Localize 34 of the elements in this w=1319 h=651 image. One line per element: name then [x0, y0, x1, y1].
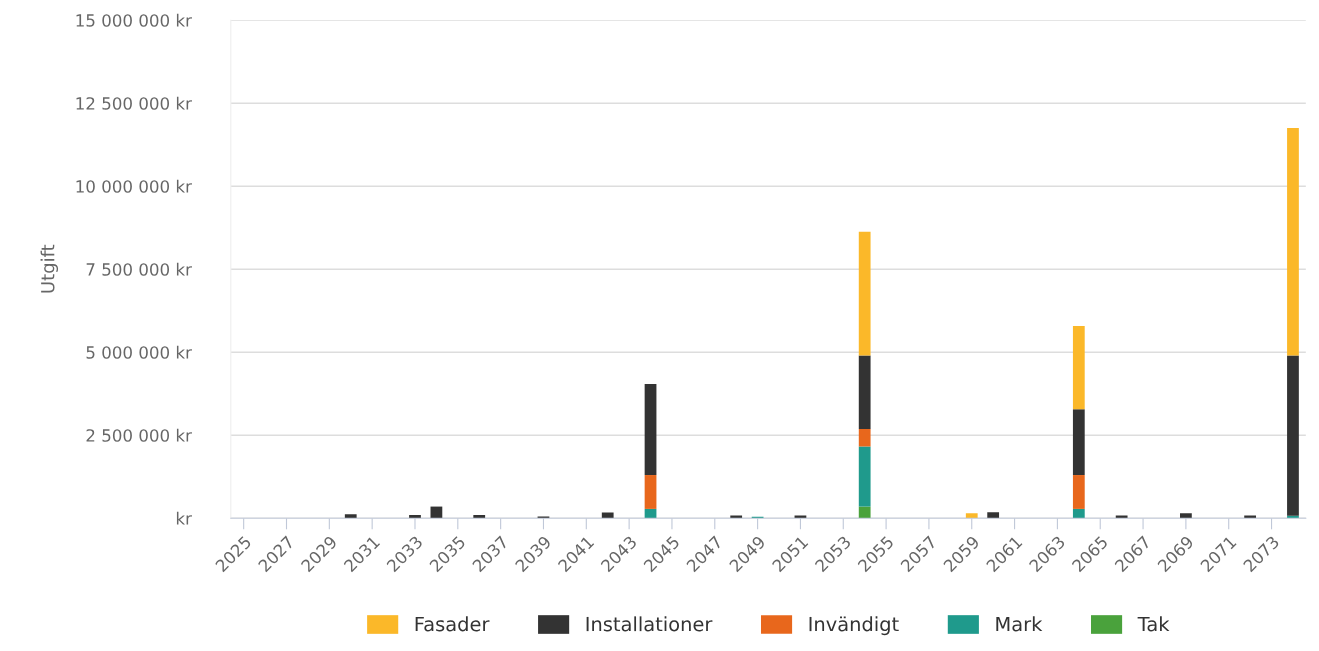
bar	[601, 512, 614, 519]
y-tick-label: 7 500 000 kr	[86, 262, 192, 276]
bar	[858, 231, 871, 356]
legend-label: Installationer	[586, 616, 713, 632]
bar	[644, 384, 657, 476]
bar	[1180, 513, 1192, 519]
y-tick-label: 12 500 000 kr	[76, 96, 192, 110]
legend-label: Mark	[996, 616, 1043, 632]
bar	[965, 513, 978, 519]
legend-label: Tak	[1137, 616, 1170, 632]
bar	[858, 355, 871, 429]
bar	[1072, 325, 1085, 410]
bar	[473, 514, 486, 519]
legend-label: Fasader	[415, 616, 490, 632]
bar	[858, 446, 871, 507]
bar	[1072, 475, 1085, 509]
bar	[1287, 355, 1299, 516]
y-tick-label: 2 500 000 kr	[86, 428, 192, 442]
bar	[1072, 508, 1085, 519]
y-tick-label: 10 000 000 kr	[76, 179, 192, 193]
bar	[987, 512, 1000, 519]
bar	[858, 428, 871, 447]
y-tick-label: kr	[176, 511, 192, 525]
y-tick-label: 5 000 000 kr	[86, 345, 192, 359]
legend-label: Invändigt	[809, 616, 899, 636]
bar	[644, 475, 657, 509]
y-tick-label: 15 000 000 kr	[76, 13, 192, 27]
y-axis-title: Utgift	[40, 244, 59, 293]
bar	[644, 508, 657, 519]
bar	[344, 514, 357, 519]
bar	[858, 506, 871, 519]
bar	[409, 514, 421, 519]
bar	[1287, 128, 1299, 356]
bar	[1072, 409, 1085, 476]
